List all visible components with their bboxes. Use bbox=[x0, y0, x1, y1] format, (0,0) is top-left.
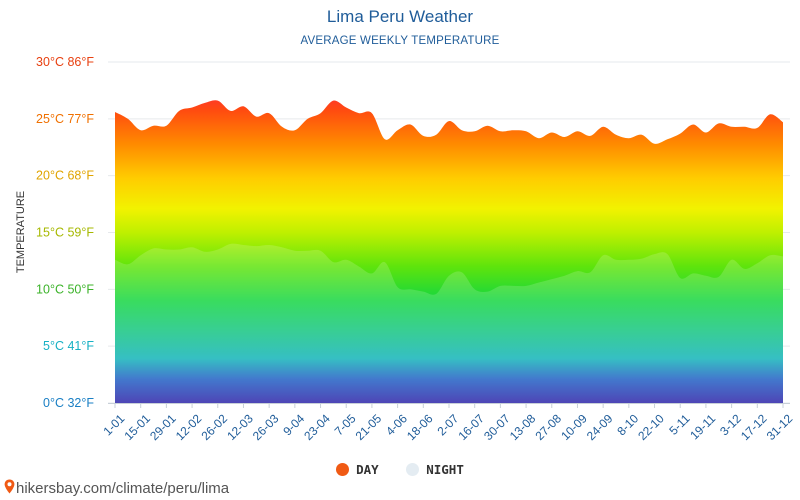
y-tick-label: 25°C 77°F bbox=[36, 112, 94, 126]
x-tick-label: 18-06 bbox=[404, 411, 436, 443]
temperature-chart: 0°C 32°F 5°C 41°F 10°C 50°F 15°C 59°F 20°C 6… bbox=[15, 55, 796, 443]
x-tick-label: 31-12 bbox=[764, 411, 796, 443]
x-tick-label: 12-03 bbox=[224, 411, 256, 443]
day-series-area bbox=[115, 100, 783, 403]
legend-item-night[interactable]: NIGHT bbox=[406, 462, 464, 477]
night-series-area bbox=[115, 243, 783, 403]
y-tick-label: 15°C 59°F bbox=[36, 226, 94, 240]
y-axis: 0°C 32°F 5°C 41°F 10°C 50°F 15°C 59°F 20°C 6… bbox=[36, 55, 94, 410]
x-tick-label: 23-04 bbox=[301, 411, 333, 443]
x-tick-label: 12-02 bbox=[173, 411, 205, 443]
x-tick-label: 13-08 bbox=[507, 411, 539, 443]
x-tick-label: 21-05 bbox=[353, 411, 385, 443]
x-tick-label: 16-07 bbox=[455, 411, 487, 443]
legend-item-day[interactable]: DAY bbox=[336, 462, 379, 477]
legend-day-label: DAY bbox=[356, 462, 379, 477]
chart-title: Lima Peru Weather bbox=[326, 7, 474, 26]
x-tick-label: 27-08 bbox=[533, 411, 565, 443]
x-tick-label: 15-01 bbox=[121, 411, 153, 443]
y-tick-label: 5°C 41°F bbox=[43, 339, 94, 353]
x-tick-label: 22-10 bbox=[635, 411, 667, 443]
footer-link[interactable]: hikersbay.com/climate/peru/lima bbox=[4, 479, 229, 498]
legend: DAY NIGHT bbox=[0, 462, 800, 479]
y-tick-label: 0°C 32°F bbox=[43, 396, 94, 410]
x-tick-label: 24-09 bbox=[584, 411, 616, 443]
y-tick-label: 30°C 86°F bbox=[36, 55, 94, 69]
x-tick-label: 30-07 bbox=[481, 411, 513, 443]
x-tick-label: 26-02 bbox=[199, 411, 231, 443]
day-dot-icon bbox=[336, 463, 350, 476]
x-tick-label: 17-12 bbox=[738, 411, 770, 443]
night-dot-icon bbox=[406, 463, 420, 476]
y-tick-label: 10°C 50°F bbox=[36, 282, 94, 296]
x-tick-label: 19-11 bbox=[687, 411, 718, 442]
footer-url: hikersbay.com/climate/peru/lima bbox=[16, 480, 230, 497]
x-tick-label: 26-03 bbox=[250, 411, 282, 443]
legend-night-label: NIGHT bbox=[426, 462, 464, 477]
map-pin-icon bbox=[4, 479, 15, 498]
x-tick-label: 29-01 bbox=[147, 411, 179, 443]
x-axis: 1-0115-0129-0112-0226-0212-0326-039-0423… bbox=[100, 403, 796, 443]
y-axis-label: TEMPERATURE bbox=[15, 191, 27, 273]
x-tick-label: 10-09 bbox=[558, 411, 590, 443]
y-tick-label: 20°C 68°F bbox=[36, 169, 94, 183]
chart-subtitle: AVERAGE WEEKLY TEMPERATURE bbox=[300, 35, 500, 47]
